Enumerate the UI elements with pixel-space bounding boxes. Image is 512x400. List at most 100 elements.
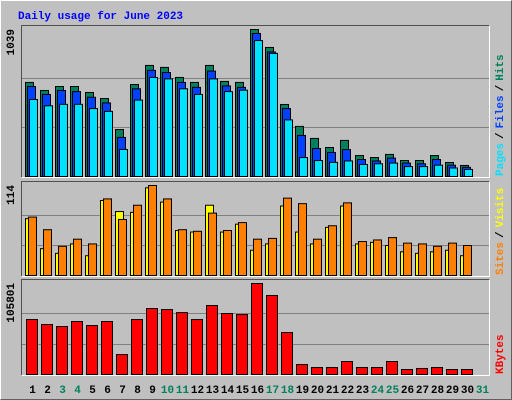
bar [329,161,338,177]
bar [28,216,37,276]
bar [101,321,113,376]
bar [178,229,187,276]
x-tick-label: 13 [206,385,220,397]
legend: KBytes [495,334,507,374]
y-tick-label: 1039 [6,29,18,55]
legend-entry: Pages [495,143,507,176]
legend-entry: Visits [495,188,507,228]
bar [418,243,427,276]
bar [461,369,473,375]
bar [146,308,158,376]
bar [118,218,127,277]
bar [401,369,413,375]
bar [164,78,173,177]
bar [43,229,52,276]
bar [371,367,383,375]
bar [161,309,173,375]
x-tick-label: 21 [326,385,340,397]
x-tick-label: 10 [161,385,174,397]
bar [416,367,428,375]
bar [343,202,352,276]
bar [298,203,307,276]
x-tick-label: 30 [461,385,474,397]
bar [268,237,277,276]
x-tick-label: 20 [311,385,324,397]
x-tick-label: 27 [416,385,429,397]
bar [88,243,97,276]
x-tick-label: 31 [476,385,490,397]
x-tick-label: 26 [401,385,414,397]
bar [253,238,262,276]
x-tick-label: 11 [176,385,190,397]
x-tick-label: 23 [356,385,370,397]
bar [446,369,458,375]
bar [283,197,292,276]
panel-shadow [21,25,490,178]
bar [314,160,323,177]
x-tick-label: 2 [44,385,51,397]
bar [71,321,83,376]
bar [419,166,428,178]
bar [206,305,218,376]
panel-shadow [21,181,490,277]
x-tick-label: 1 [29,385,36,397]
bar [133,204,142,277]
bar [356,367,368,375]
bar [179,88,188,177]
x-tick-label: 19 [296,385,309,397]
x-tick-label: 7 [119,385,126,397]
legend: Sites / Visits [495,188,507,275]
legend-entry: KBytes [495,334,507,374]
bar [193,230,202,276]
x-tick-label: 3 [59,385,66,397]
x-tick-label: 15 [236,385,250,397]
bar [386,361,398,376]
bar [296,364,308,375]
bar [266,295,278,375]
bar [103,198,112,276]
panel-light [21,25,490,178]
x-tick-label: 5 [89,385,96,397]
bar [236,314,248,375]
chart-title: Daily usage for June 2023 [18,11,183,23]
bar [58,245,67,276]
bar [359,163,368,178]
bar [281,332,293,375]
bar [119,148,128,177]
bar [313,238,322,276]
x-tick-label: 14 [221,385,235,397]
legend-entry: Sites [495,242,507,275]
x-tick-label: 28 [431,385,445,397]
x-tick-label: 6 [104,385,111,397]
bar [194,93,203,177]
panel-light [21,279,490,376]
bar [44,105,53,177]
bar [311,367,323,375]
x-tick-label: 22 [341,385,354,397]
x-tick-label: 8 [134,385,141,397]
bar [431,367,443,375]
y-tick-label: 114 [6,185,18,205]
x-tick-label: 16 [251,385,264,397]
panel-shadow [21,279,490,376]
bar [29,99,38,177]
bar [224,91,233,177]
bar [326,367,338,375]
y-tick-label: 105801 [6,283,18,323]
bar [104,110,113,177]
bar [148,185,157,276]
legend-separator: / [495,231,507,238]
bar [26,319,38,376]
bar [463,245,472,276]
bar [208,212,217,276]
legend-entry: Files [495,95,507,128]
bar [251,283,263,375]
panel-light [21,181,490,277]
bar [131,319,143,376]
bar [56,326,68,376]
bar [176,312,188,375]
x-tick-label: 4 [74,385,81,397]
legend-separator: / [495,84,507,91]
legend-entry: Hits [495,54,507,80]
